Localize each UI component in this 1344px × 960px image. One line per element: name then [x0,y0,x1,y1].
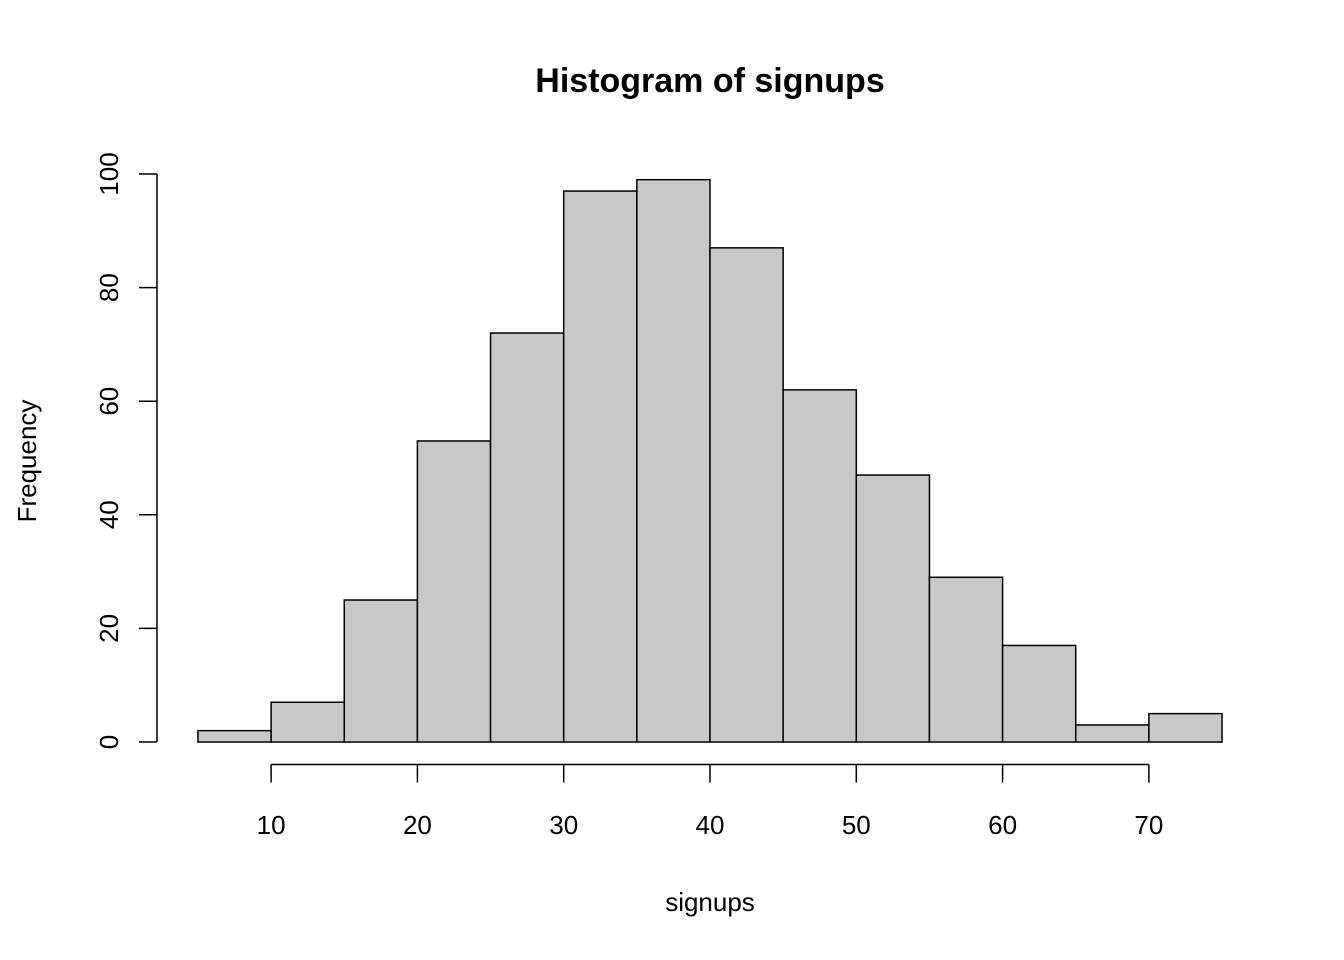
bar [782,389,858,743]
bar [562,190,638,743]
bar [270,701,346,743]
y-tick-label: 20 [94,614,124,643]
y-axis-label: Frequency [12,400,42,523]
x-tick-label: 70 [1134,810,1163,840]
bar [1074,724,1150,743]
bar [928,576,1004,743]
bar [416,440,492,743]
y-tick-label: 60 [94,387,124,416]
x-tick-label: 20 [403,810,432,840]
x-tick-label: 10 [257,810,286,840]
x-tick-label: 60 [988,810,1017,840]
bar [1001,644,1077,743]
y-tick-label: 0 [94,735,124,749]
bar [709,247,784,743]
y-tick-label: 40 [94,500,124,529]
chart-title: Histogram of signups [535,62,884,100]
x-tick-label: 50 [842,810,871,840]
bar [343,599,419,743]
y-tick-label: 100 [94,152,124,195]
x-tick-label: 40 [696,810,725,840]
y-tick-label: 80 [94,273,124,302]
bar [197,729,272,743]
bar [1148,712,1223,743]
bar [489,332,565,743]
bar [636,178,711,743]
x-axis-label: signups [665,887,755,917]
bar [855,474,931,743]
x-tick-label: 30 [549,810,578,840]
